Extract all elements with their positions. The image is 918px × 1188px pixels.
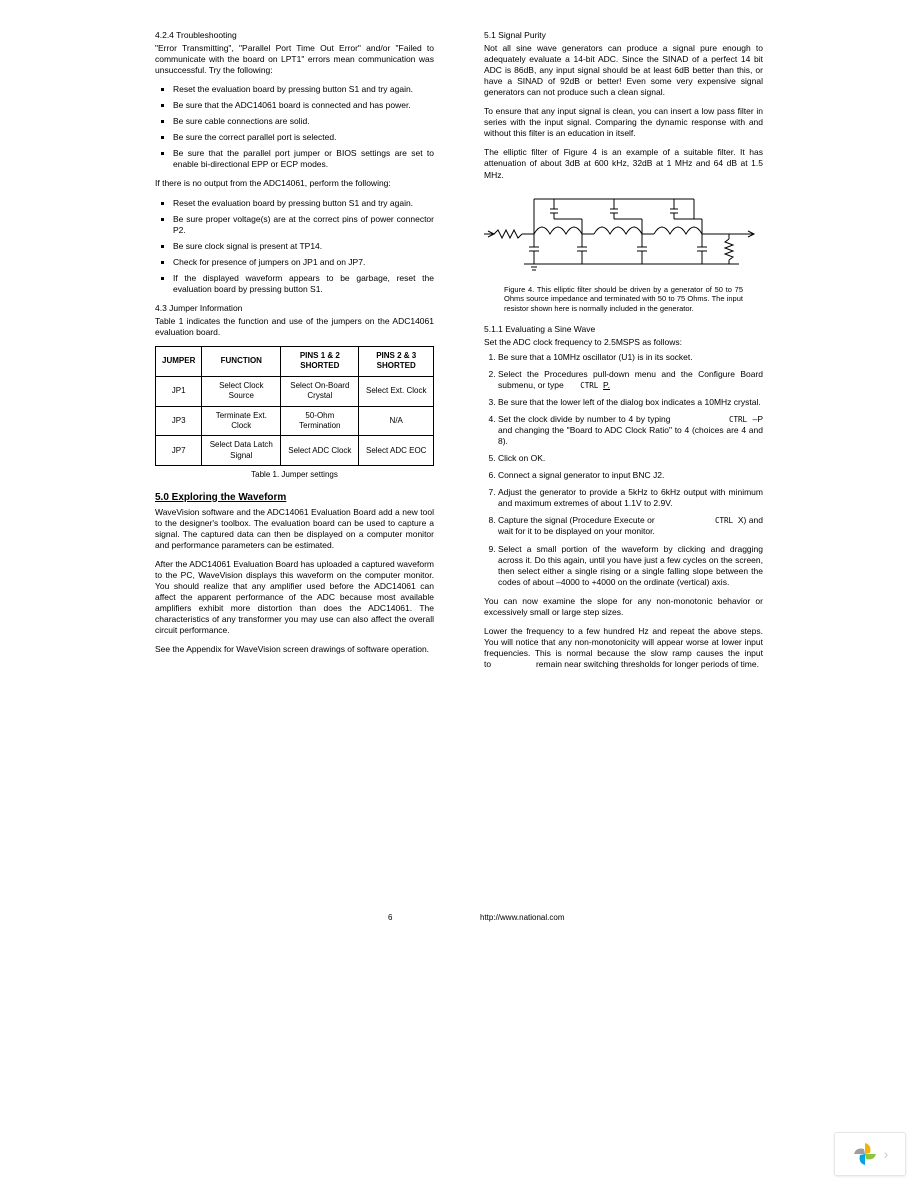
filter-circuit-figure xyxy=(484,189,764,279)
list-item: Be sure proper voltage(s) are at the cor… xyxy=(173,214,434,236)
page: 4.2.4 Troubleshooting "Error Transmittin… xyxy=(0,0,918,1188)
list-item: Be sure that a 10MHz oscillator (U1) is … xyxy=(498,352,763,363)
table-cell: JP7 xyxy=(156,436,202,466)
section-51-p2: To ensure that any input signal is clean… xyxy=(484,106,763,139)
list-item: If the displayed waveform appears to be … xyxy=(173,273,434,295)
table-cell: Terminate Ext. Clock xyxy=(202,406,281,436)
list-item: Reset the evaluation board by pressing b… xyxy=(173,198,434,209)
table-cell: Select Ext. Clock xyxy=(359,376,434,406)
section-511-intro: Set the ADC clock frequency to 2.5MSPS a… xyxy=(484,337,763,348)
list-item: Adjust the generator to provide a 5kHz t… xyxy=(498,487,763,509)
jumper-table: JUMPER FUNCTION PINS 1 & 2 SHORTED PINS … xyxy=(155,346,434,466)
section-50-title: 5.0 Exploring the Waveform xyxy=(155,491,434,504)
troubleshoot-list-2: Reset the evaluation board by pressing b… xyxy=(155,198,434,295)
list-item: Be sure clock signal is present at TP14. xyxy=(173,241,434,252)
list-item: Be sure the correct parallel port is sel… xyxy=(173,132,434,143)
table-row: JP3 Terminate Ext. Clock 50-Ohm Terminat… xyxy=(156,406,434,436)
list-item: Reset the evaluation board by pressing b… xyxy=(173,84,434,95)
hotkey-letter: P. xyxy=(603,380,610,390)
ctrl-key: CTRL xyxy=(715,516,733,525)
table-caption: Table 1. Jumper settings xyxy=(155,470,434,480)
section-50-p3: See the Appendix for WaveVision screen d… xyxy=(155,644,434,655)
list-item: Capture the signal (Procedure Execute or… xyxy=(498,515,763,537)
section-51-p1: Not all sine wave generators can produce… xyxy=(484,43,763,98)
table-cell: Select ADC Clock xyxy=(281,436,359,466)
table-cell: Select ADC EOC xyxy=(359,436,434,466)
list-item: Check for presence of jumpers on JP1 and… xyxy=(173,257,434,268)
troubleshoot-list-1: Reset the evaluation board by pressing b… xyxy=(155,84,434,170)
left-column: 4.2.4 Troubleshooting "Error Transmittin… xyxy=(155,30,434,678)
pinwheel-icon xyxy=(852,1141,878,1167)
list-item: Set the clock divide by number to 4 by t… xyxy=(498,414,763,447)
table-header: FUNCTION xyxy=(202,346,281,376)
table-header: PINS 1 & 2 SHORTED xyxy=(281,346,359,376)
step-text: Set the clock divide by number to 4 by t… xyxy=(498,414,670,424)
table-cell: Select On-Board Crystal xyxy=(281,376,359,406)
two-column-layout: 4.2.4 Troubleshooting "Error Transmittin… xyxy=(155,30,763,678)
section-51-p3: The elliptic filter of Figure 4 is an ex… xyxy=(484,147,763,180)
table-header: JUMPER xyxy=(156,346,202,376)
ctrl-key: CTRL xyxy=(580,381,598,390)
table-cell: JP3 xyxy=(156,406,202,436)
figure-4-caption: Figure 4. This elliptic filter should be… xyxy=(504,285,743,314)
section-50-p2: After the ADC14061 Evaluation Board has … xyxy=(155,559,434,636)
section-50-p1: WaveVision software and the ADC14061 Eva… xyxy=(155,507,434,551)
table-row: JP1 Select Clock Source Select On-Board … xyxy=(156,376,434,406)
section-424-mid: If there is no output from the ADC14061,… xyxy=(155,178,434,189)
table-header: PINS 2 & 3 SHORTED xyxy=(359,346,434,376)
table-header-row: JUMPER FUNCTION PINS 1 & 2 SHORTED PINS … xyxy=(156,346,434,376)
list-item: Be sure that the lower left of the dialo… xyxy=(498,397,763,408)
table-cell: 50-Ohm Termination xyxy=(281,406,359,436)
list-item: Connect a signal generator to input BNC … xyxy=(498,470,763,481)
section-424-intro: "Error Transmitting", "Parallel Port Tim… xyxy=(155,43,434,76)
table-row: JP7 Select Data Latch Signal Select ADC … xyxy=(156,436,434,466)
ctrl-key: CTRL xyxy=(729,415,747,424)
sine-wave-steps: Be sure that a 10MHz oscillator (U1) is … xyxy=(484,352,763,588)
footer-url: http://www.national.com xyxy=(480,913,564,923)
table-cell: N/A xyxy=(359,406,434,436)
viewer-badge[interactable]: › xyxy=(834,1132,906,1176)
list-item: Be sure that the ADC14061 board is conne… xyxy=(173,100,434,111)
section-43-text: Table 1 indicates the function and use o… xyxy=(155,316,434,338)
section-511-title: 5.1.1 Evaluating a Sine Wave xyxy=(484,324,763,335)
step-text: Select the Procedures pull-down menu and… xyxy=(498,369,763,390)
right-column: 5.1 Signal Purity Not all sine wave gene… xyxy=(484,30,763,678)
list-item: Be sure cable connections are solid. xyxy=(173,116,434,127)
section-511-tail1: You can now examine the slope for any no… xyxy=(484,596,763,618)
page-number: 6 xyxy=(388,913,392,923)
table-cell: Select Clock Source xyxy=(202,376,281,406)
section-424-title: 4.2.4 Troubleshooting xyxy=(155,30,434,41)
list-item: Click on OK. xyxy=(498,453,763,464)
section-511-tail2: Lower the frequency to a few hundred Hz … xyxy=(484,626,763,670)
tail2b: remain near switching thresholds for lon… xyxy=(536,659,759,669)
section-51-title: 5.1 Signal Purity xyxy=(484,30,763,41)
section-43-title: 4.3 Jumper Information xyxy=(155,303,434,314)
table-cell: Select Data Latch Signal xyxy=(202,436,281,466)
step-text: Capture the signal (Procedure Execute or xyxy=(498,515,655,525)
list-item: Select a small portion of the waveform b… xyxy=(498,544,763,588)
list-item: Be sure that the parallel port jumper or… xyxy=(173,148,434,170)
list-item: Select the Procedures pull-down menu and… xyxy=(498,369,763,391)
table-cell: JP1 xyxy=(156,376,202,406)
chevron-right-icon: › xyxy=(884,1145,889,1163)
